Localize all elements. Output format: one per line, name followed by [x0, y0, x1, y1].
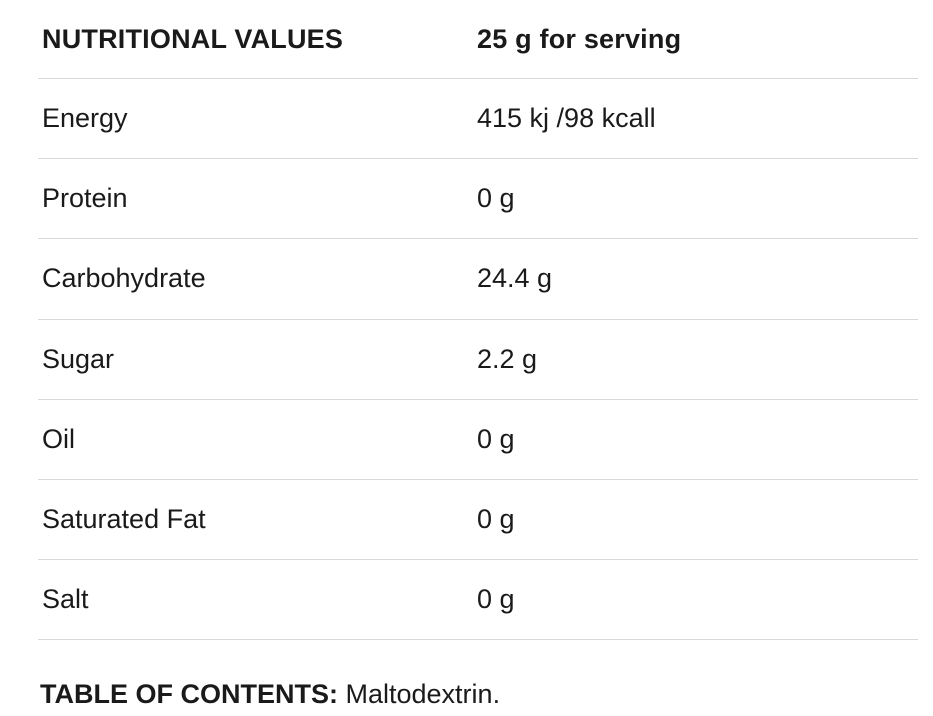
nutrient-name: Salt	[42, 584, 89, 615]
table-header-row: NUTRITIONAL VALUES 25 g for serving	[38, 0, 918, 79]
table-row: Protein 0 g	[38, 159, 918, 240]
nutrient-value: 2.2 g	[477, 343, 538, 374]
header-value: 25 g for serving	[477, 23, 682, 54]
nutrition-table: NUTRITIONAL VALUES 25 g for serving Ener…	[38, 0, 918, 641]
table-row: Salt 0 g	[38, 560, 918, 641]
nutrient-name: Energy	[42, 103, 128, 134]
nutrient-value: 0 g	[477, 504, 515, 535]
table-row: Sugar 2.2 g	[38, 320, 918, 400]
nutrient-name: Oil	[42, 423, 75, 454]
nutrient-value: 0 g	[477, 423, 515, 454]
nutrient-value: 415 kj /98 kcall	[477, 103, 656, 134]
nutrient-name: Carbohydrate	[42, 263, 206, 294]
table-row: Energy 415 kj /98 kcall	[38, 79, 918, 160]
table-of-contents: TABLE OF CONTENTS: Maltodextrin.	[40, 674, 500, 714]
table-row: Oil 0 g	[38, 400, 918, 480]
nutrient-value: 0 g	[477, 183, 515, 214]
nutrient-value: 24.4 g	[477, 263, 553, 294]
header-name: NUTRITIONAL VALUES	[42, 23, 344, 54]
nutrient-name: Protein	[42, 183, 128, 214]
contents-text: Maltodextrin.	[345, 679, 501, 709]
contents-label: TABLE OF CONTENTS:	[40, 679, 338, 709]
nutrient-name: Sugar	[42, 343, 115, 374]
table-row: Carbohydrate 24.4 g	[38, 239, 918, 320]
nutrient-value: 0 g	[477, 584, 515, 615]
nutrient-name: Saturated Fat	[42, 504, 206, 535]
table-row: Saturated Fat 0 g	[38, 480, 918, 561]
